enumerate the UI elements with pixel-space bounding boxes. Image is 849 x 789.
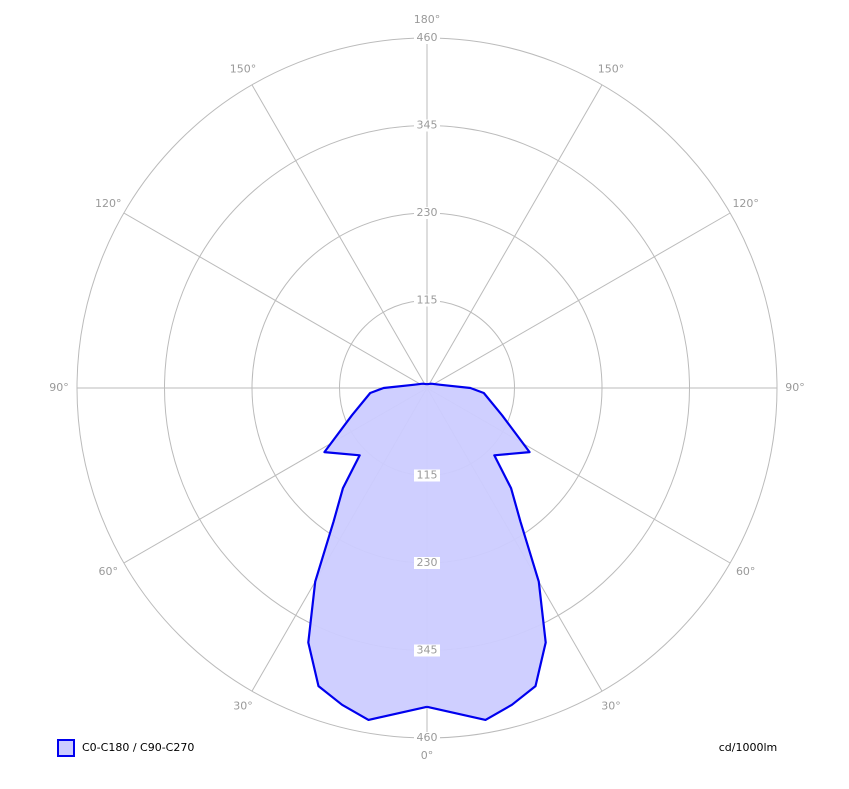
angle-label: 150° (230, 62, 257, 75)
ring-label-group: 460 (414, 31, 440, 44)
ring-label-group: 460 (414, 731, 440, 744)
ring-label: 230 (417, 556, 438, 569)
angle-label: 90° (785, 381, 805, 394)
spoke (426, 212, 731, 389)
ring-label-bg (414, 469, 440, 482)
angle-label: 60° (736, 565, 756, 578)
ring-label-group: 230 (414, 556, 440, 569)
ring-label-bg (414, 644, 440, 657)
spoke (426, 84, 603, 389)
ring-label: 345 (417, 644, 438, 657)
ring-label-bg (414, 119, 440, 132)
ring-label: 230 (417, 206, 438, 219)
curve-fill (308, 383, 427, 720)
angle-label: 30° (601, 700, 621, 713)
legend-swatch (57, 739, 75, 757)
angle-label: 90° (49, 381, 69, 394)
ring-label-bg (414, 732, 440, 744)
ring-label-bg (414, 32, 440, 44)
ring-label-bg (414, 557, 440, 569)
curve-line (426, 382, 547, 721)
angle-label: 150° (598, 62, 625, 75)
ring-label-group: 345 (414, 119, 440, 132)
spoke (123, 212, 428, 389)
curve-line (307, 382, 428, 721)
ring-label-group: 115 (414, 469, 440, 482)
ring-label-group: 345 (414, 644, 440, 657)
ring-label: 345 (417, 119, 438, 132)
angle-label: 30° (233, 700, 253, 713)
angle-label: 0° (421, 749, 434, 762)
ring-label-group: 230 (414, 206, 440, 219)
angle-label: 60° (99, 565, 119, 578)
curve-fill (427, 383, 546, 720)
angle-label: 180° (414, 13, 441, 26)
ring-label-bg (414, 207, 440, 219)
angle-label: 120° (732, 197, 759, 210)
angle-label: 120° (95, 197, 122, 210)
unit-label: cd/1000lm (719, 741, 778, 754)
legend-label: C0-C180 / C90-C270 (82, 741, 194, 754)
ring-label-bg (414, 294, 440, 307)
ring-label: 115 (417, 294, 438, 307)
ring-label: 115 (417, 469, 438, 482)
ring-label: 460 (417, 731, 438, 744)
ring-label: 460 (417, 31, 438, 44)
ring-label-group: 115 (414, 294, 440, 307)
spoke (251, 84, 428, 389)
